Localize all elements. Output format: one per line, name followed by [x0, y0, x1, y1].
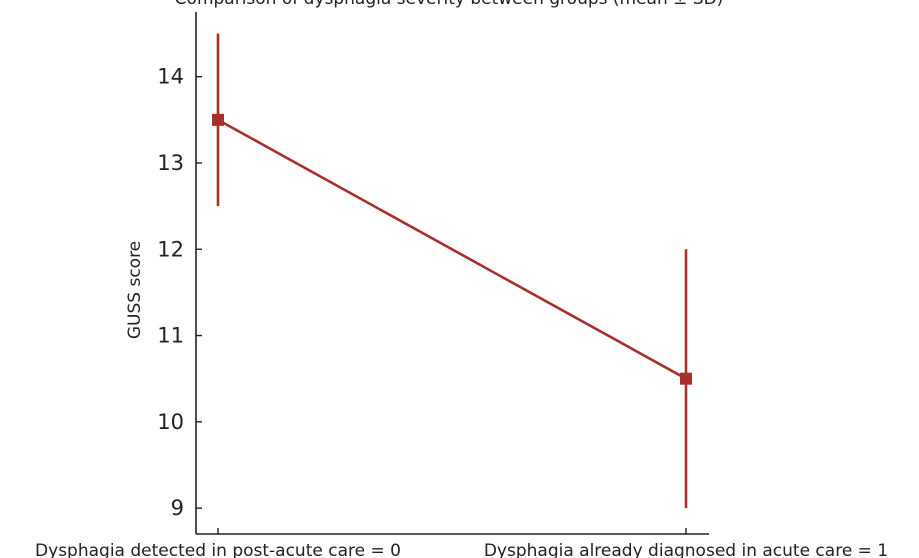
y-tick-label: 14 — [157, 65, 184, 89]
chart-title: Comparison of dysphagia severity between… — [175, 0, 724, 9]
y-tick-labels: 9 10 11 12 13 14 — [157, 65, 184, 520]
x-tick-label: Dysphagia detected in post-acute care = … — [35, 541, 401, 558]
data-point — [212, 113, 224, 126]
series-line — [212, 113, 692, 385]
axes — [195, 12, 709, 535]
error-bars — [216, 33, 688, 509]
data-point — [680, 372, 692, 385]
y-tick-label: 12 — [157, 237, 184, 261]
y-axis-title: GUSS score — [125, 241, 145, 339]
y-tick-label: 10 — [157, 410, 184, 434]
x-tick-label: Dysphagia already diagnosed in acute car… — [484, 541, 888, 558]
series-line-path — [217, 118, 687, 380]
y-tick-label: 13 — [157, 151, 184, 175]
y-tick-label: 11 — [157, 324, 184, 348]
x-tick-labels: Dysphagia detected in post-acute care = … — [35, 541, 888, 558]
y-tick-label: 9 — [171, 496, 184, 520]
